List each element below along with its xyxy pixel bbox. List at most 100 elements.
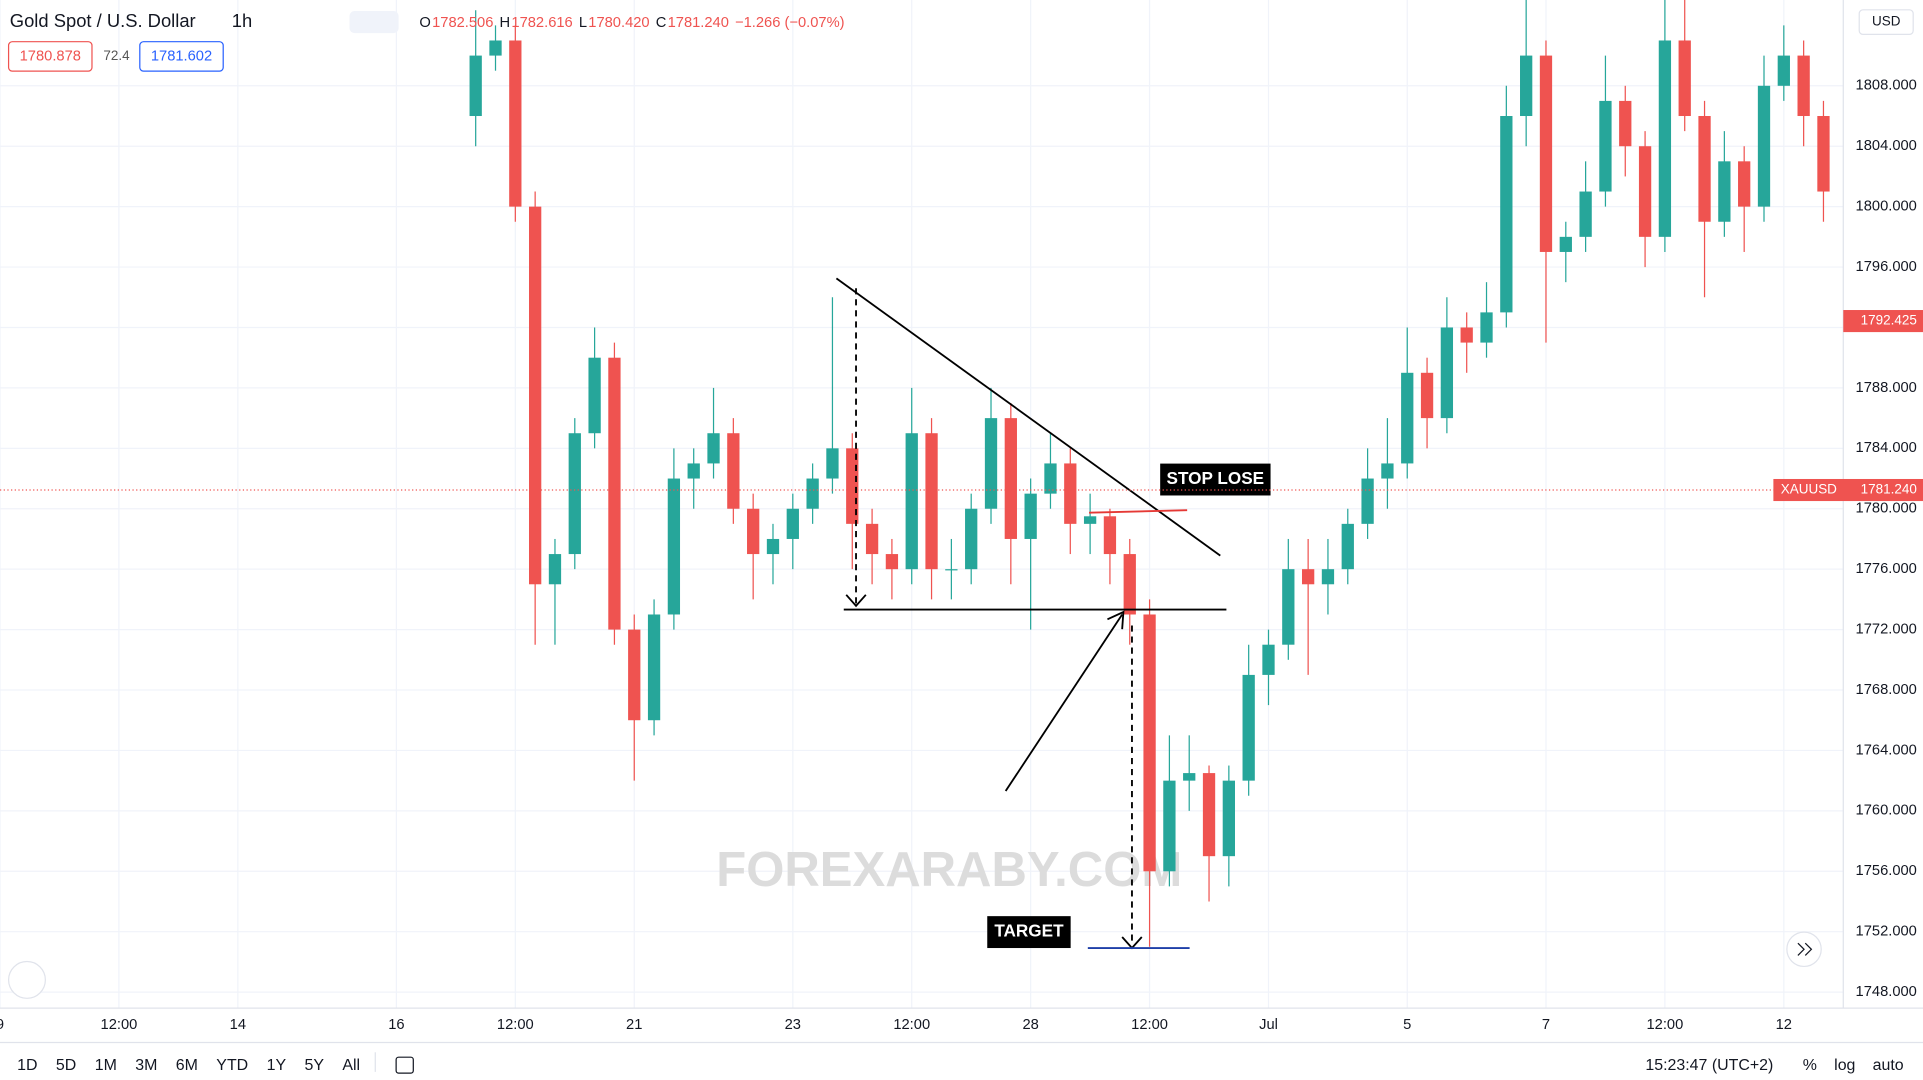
legend-value: 1782.616 <box>511 15 572 31</box>
x-tick-label: 12:00 <box>893 1017 930 1033</box>
scale-option[interactable]: auto <box>1873 1057 1904 1074</box>
y-tick-label: 1764.000 <box>1856 742 1917 758</box>
goto-date[interactable] <box>395 1056 414 1074</box>
candle-body <box>628 629 641 721</box>
x-tick-label: 7 <box>1542 1017 1550 1033</box>
clock: 15:23:47 (UTC+2) <box>1645 1057 1773 1074</box>
candle-body <box>905 433 918 570</box>
candle-body <box>588 357 601 434</box>
candle-body <box>1183 773 1196 781</box>
candle-body <box>1381 463 1394 479</box>
trend-line <box>835 277 1221 557</box>
range-button[interactable]: 3M <box>135 1057 157 1074</box>
candle-body <box>647 614 661 721</box>
target-label: TARGET <box>994 921 1064 941</box>
candle-body <box>1599 100 1612 192</box>
candle-body <box>489 40 502 56</box>
candle-body <box>1757 85 1771 207</box>
candle-body <box>529 206 542 585</box>
candle-body <box>1103 516 1117 555</box>
range-button[interactable]: 1Y <box>267 1057 287 1074</box>
candle-body <box>786 508 799 539</box>
range-button[interactable]: YTD <box>216 1057 248 1074</box>
stop-label: STOP LOSE <box>1167 468 1265 488</box>
candle-body <box>687 463 700 479</box>
interval: 1h <box>232 10 252 31</box>
candle-body <box>1044 463 1057 494</box>
candle-body <box>984 418 998 509</box>
candle-body <box>1222 780 1236 857</box>
candle-body <box>1539 55 1553 252</box>
candle-body <box>1123 554 1136 615</box>
symbol-title: Gold Spot / U.S. Dollar <box>10 10 196 31</box>
candle-body <box>1460 327 1473 343</box>
scroll-icon <box>1797 942 1813 956</box>
range-button[interactable]: 1M <box>95 1057 117 1074</box>
x-tick-label: 14 <box>230 1017 246 1033</box>
candle-body <box>608 357 621 630</box>
bid-box[interactable] <box>7 41 93 72</box>
legend-key: L <box>579 15 587 31</box>
bid: 1780.878 <box>20 48 81 64</box>
price-label-box <box>1773 478 1923 502</box>
candle-body <box>1024 493 1037 539</box>
x-tick-label: Jul <box>1259 1017 1278 1033</box>
range-button[interactable]: 1D <box>17 1057 37 1074</box>
range-button[interactable]: All <box>342 1057 360 1074</box>
legend-value: 1782.506 <box>432 15 493 31</box>
marked-price-label: 1792.425 <box>1861 313 1917 328</box>
range-button[interactable]: 5Y <box>304 1057 324 1074</box>
candle-body <box>1083 516 1097 524</box>
x-tick-label: 9 <box>0 1017 4 1033</box>
x-tick-label: 23 <box>785 1017 801 1033</box>
candle-body <box>1817 116 1830 192</box>
candle-body <box>1341 523 1354 570</box>
arrow-head <box>845 594 867 608</box>
x-tick-label: 16 <box>388 1017 404 1033</box>
y-tick-label: 1780.000 <box>1856 501 1917 517</box>
scale-option[interactable]: % <box>1803 1057 1817 1074</box>
candle-body <box>885 554 899 570</box>
status-toggle[interactable] <box>349 11 399 34</box>
candle-body <box>707 433 720 464</box>
range-button[interactable]: 5D <box>56 1057 76 1074</box>
candle-body <box>826 448 839 479</box>
candle-body <box>1440 327 1454 419</box>
y-tick-label: 1768.000 <box>1856 682 1917 698</box>
range-button[interactable]: 6M <box>176 1057 198 1074</box>
candle-body <box>727 433 740 509</box>
y-tick-label: 1748.000 <box>1856 984 1917 1000</box>
candle-body <box>469 55 482 117</box>
candle-body <box>548 554 562 585</box>
candle-body <box>925 433 938 570</box>
symbol-label: XAUUSD <box>1781 482 1837 497</box>
scale-option[interactable]: log <box>1834 1057 1855 1074</box>
candle-body <box>766 538 780 555</box>
ohlc-legend: O 1782.506 H 1782.616 L 1780.420 C 1781.240 <box>419 15 728 31</box>
candle-body <box>1520 55 1533 117</box>
x-tick-label: 12 <box>1776 1017 1792 1033</box>
x-tick-label: 12:00 <box>1647 1017 1684 1033</box>
candle-body <box>1282 569 1295 645</box>
candle-body <box>1064 463 1077 524</box>
candle-body <box>1401 372 1414 464</box>
ask-box[interactable] <box>139 41 224 72</box>
candle-body <box>568 433 581 555</box>
candles <box>469 0 1830 947</box>
candle-body <box>1658 40 1672 237</box>
candle-body <box>1797 55 1810 117</box>
candle-body <box>1619 100 1632 147</box>
candle-body <box>667 478 681 615</box>
drawings <box>835 277 1227 950</box>
candle-body <box>1559 236 1572 252</box>
candle-body <box>1777 55 1790 86</box>
candle-body <box>1420 372 1434 419</box>
logo[interactable] <box>7 960 46 999</box>
watermark: FOREXARABY.COM <box>716 843 1182 897</box>
currency-box[interactable] <box>1858 9 1914 35</box>
candle-body <box>1301 569 1315 585</box>
y-tick-label: 1796.000 <box>1856 259 1917 275</box>
